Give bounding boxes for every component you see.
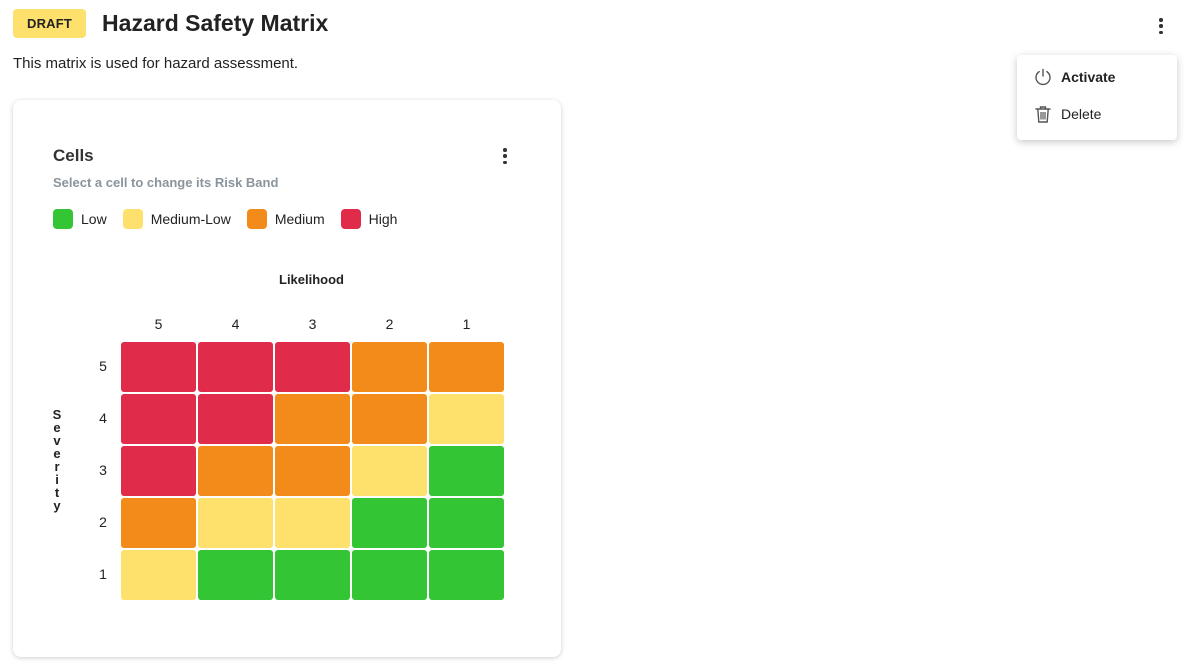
matrix-cell[interactable] [121,394,196,444]
legend-label: High [368,211,398,227]
card-hint: Select a cell to change its Risk Band [53,175,279,190]
matrix-cell[interactable] [275,342,350,392]
matrix-cell[interactable] [198,394,273,444]
menu-item-label: Activate [1061,69,1116,85]
matrix-cell[interactable] [121,550,196,600]
legend-swatch [122,209,143,229]
more-options-button[interactable] [1156,18,1166,34]
x-axis-label: Likelihood [279,272,344,287]
menu-item-label: Delete [1061,106,1102,122]
severity-row-label: 4 [99,410,107,426]
severity-row-label: 3 [99,462,107,478]
legend-item-low: Low [53,209,107,229]
legend-swatch [246,209,267,229]
matrix-cell[interactable] [429,550,504,600]
matrix-cell[interactable] [198,446,273,496]
matrix-cell[interactable] [352,342,427,392]
trash-icon [1033,104,1053,124]
matrix-cell[interactable] [121,342,196,392]
card-title: Cells [53,146,94,165]
options-menu: Activate Delete [1017,55,1177,140]
kebab-dot-icon [1159,18,1163,22]
matrix-cell[interactable] [429,394,504,444]
matrix-cell[interactable] [352,394,427,444]
status-badge: DRAFT [13,8,87,38]
legend-label: Medium [274,211,325,227]
likelihood-column-label: 5 [154,316,163,332]
kebab-dot-icon [1159,24,1163,28]
severity-row-label: 5 [99,358,107,374]
matrix-cell[interactable] [121,446,196,496]
matrix-cell[interactable] [429,446,504,496]
severity-row-label: 1 [99,566,107,582]
cells-card: Cells Select a cell to change its Risk B… [13,100,561,657]
risk-band-legend: Low Medium-Low Medium High [53,209,413,229]
matrix-cell[interactable] [429,498,504,548]
likelihood-column-label: 4 [231,316,240,332]
legend-item-medium-low: Medium-Low [122,209,231,229]
legend-label: Medium-Low [150,211,231,227]
matrix-cell[interactable] [429,342,504,392]
likelihood-column-label: 1 [462,316,471,332]
header: DRAFT Hazard Safety Matrix [13,8,328,38]
matrix-cell[interactable] [352,498,427,548]
kebab-dot-icon [1159,30,1163,34]
matrix-cell[interactable] [121,498,196,548]
legend-swatch [340,209,361,229]
page-title: Hazard Safety Matrix [102,9,329,36]
likelihood-column-label: 2 [385,316,394,332]
matrix-cell[interactable] [198,498,273,548]
menu-item-activate[interactable]: Activate [1033,67,1115,87]
legend-label: Low [81,211,107,227]
matrix-cell[interactable] [275,550,350,600]
legend-item-medium: Medium [246,209,325,229]
matrix-cell[interactable] [352,550,427,600]
matrix-cell[interactable] [275,446,350,496]
matrix-cell[interactable] [275,498,350,548]
severity-row-label: 2 [99,514,107,530]
kebab-dot-icon [503,154,507,158]
matrix-cell[interactable] [198,342,273,392]
legend-item-high: High [340,209,398,229]
likelihood-column-label: 3 [308,316,317,332]
menu-item-delete[interactable]: Delete [1033,104,1101,124]
page-description: This matrix is used for hazard assessmen… [13,55,299,72]
matrix-cell[interactable] [198,550,273,600]
card-options-button[interactable] [500,148,510,164]
kebab-dot-icon [503,148,507,152]
kebab-dot-icon [503,160,507,164]
legend-swatch [53,209,73,229]
matrix-cell[interactable] [275,394,350,444]
matrix-cell[interactable] [352,446,427,496]
power-icon [1033,67,1053,87]
